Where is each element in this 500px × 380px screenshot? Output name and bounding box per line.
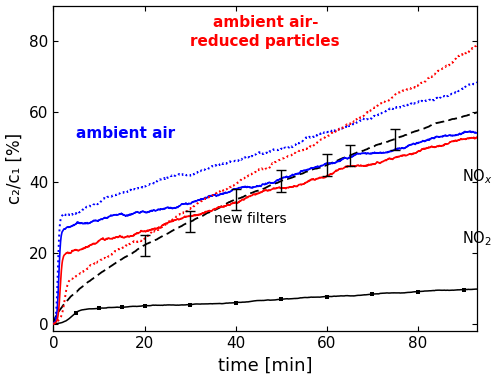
Y-axis label: c₂/c₁ [%]: c₂/c₁ [%] (6, 133, 24, 204)
Text: NO$_x$: NO$_x$ (462, 167, 493, 186)
Text: NO$_2$: NO$_2$ (462, 229, 492, 248)
Text: ambient air-
reduced particles: ambient air- reduced particles (190, 15, 340, 49)
X-axis label: time [min]: time [min] (218, 356, 312, 374)
Text: new filters: new filters (214, 212, 287, 226)
Text: ambient air: ambient air (76, 126, 175, 141)
